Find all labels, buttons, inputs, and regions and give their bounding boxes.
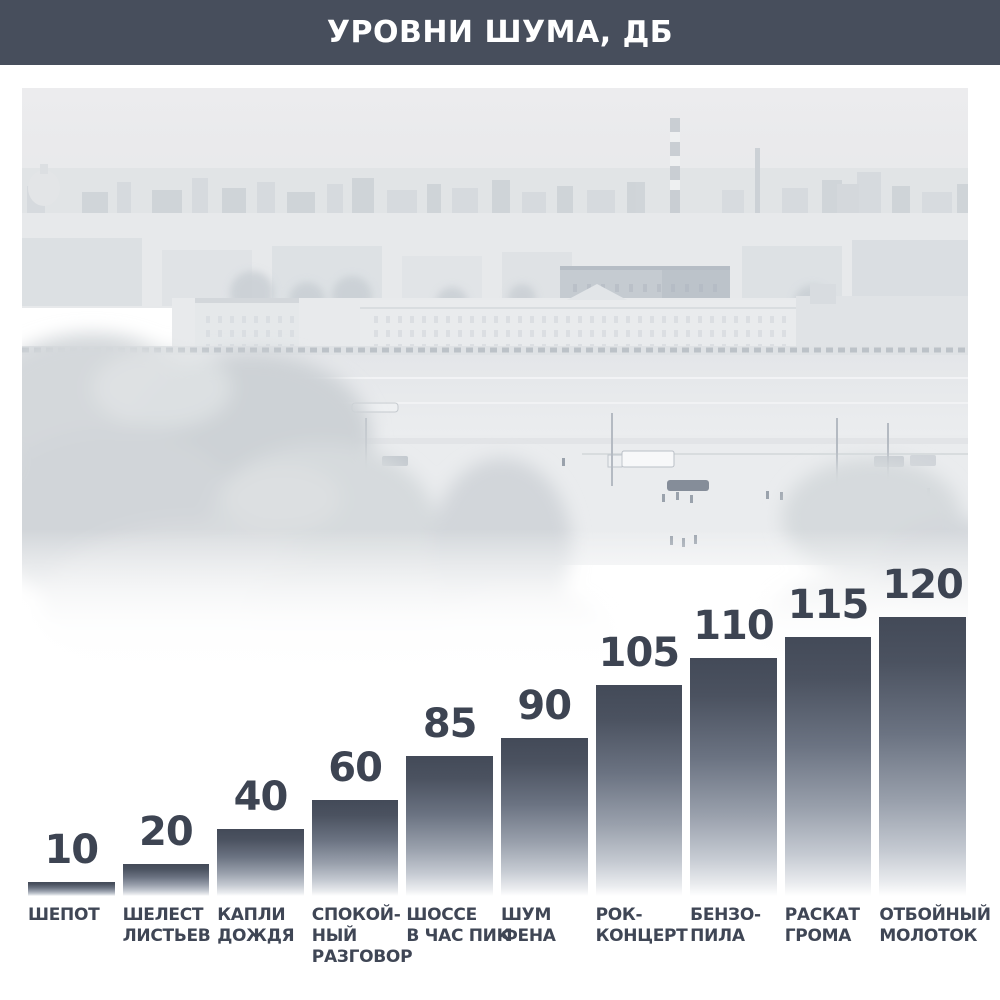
bar-value-label: 40 bbox=[233, 774, 289, 820]
bar-column: 105 РОК- КОНЦЕРТ bbox=[595, 560, 688, 968]
bar-area: 115 bbox=[784, 560, 872, 896]
bar-category-label-line: МОЛОТОК bbox=[879, 926, 978, 946]
bar-column: 20 ШЕЛЕСТ ЛИСТЬЕВ bbox=[122, 560, 211, 968]
bar-column: 40 КАПЛИ ДОЖДЯ bbox=[217, 560, 304, 968]
bar-value-label: 85 bbox=[422, 701, 478, 747]
bar-category-label: ШУМ ФЕНА bbox=[501, 896, 588, 947]
bar-column: 10 ШЕПОТ bbox=[28, 560, 115, 968]
bar-area: 40 bbox=[217, 560, 304, 896]
bar bbox=[879, 617, 966, 896]
bar-category-label-line: ШЕЛЕСТ bbox=[122, 905, 204, 925]
dome bbox=[28, 164, 60, 206]
bar-value-label: 115 bbox=[787, 582, 869, 628]
bar-category-label-line: РАСКАТ bbox=[784, 905, 860, 925]
bar-value-label: 20 bbox=[139, 809, 194, 855]
bar-category-label: РОК- КОНЦЕРТ bbox=[595, 896, 688, 947]
bar-column: 90 ШУМ ФЕНА bbox=[500, 560, 588, 968]
bar-category-label: ШЕЛЕСТ ЛИСТЬЕВ bbox=[122, 896, 211, 947]
bar bbox=[28, 882, 115, 896]
bar-area: 120 bbox=[879, 560, 966, 896]
bar-category-label-line: ПИЛА bbox=[690, 926, 745, 946]
bar-value-label: 120 bbox=[882, 562, 963, 608]
bar-category-label: БЕНЗО- ПИЛА bbox=[690, 896, 777, 947]
bar-column: 115 РАСКАТ ГРОМА bbox=[784, 560, 872, 968]
bar-value-label: 90 bbox=[517, 683, 572, 729]
tall-building bbox=[837, 184, 859, 218]
bar-category-label: РАСКАТ ГРОМА bbox=[785, 896, 872, 947]
bar-category-label-line: ЛИСТЬЕВ bbox=[122, 926, 211, 946]
bar-category-label: КАПЛИ ДОЖДЯ bbox=[217, 896, 304, 947]
title-bar: УРОВНИ ШУМА, ДБ bbox=[0, 0, 1000, 65]
bar-columns: 10 ШЕПОТ 20 ШЕЛЕСТ ЛИСТЬЕВ 40 КАПЛИ ДОЖДЯ 60 СПОК… bbox=[28, 560, 991, 968]
bar bbox=[122, 864, 210, 896]
bar-area: 110 bbox=[690, 560, 777, 896]
bar bbox=[406, 756, 493, 896]
bar-column: 85 ШОССЕ В ЧАС ПИК bbox=[406, 560, 511, 968]
bar bbox=[595, 685, 683, 896]
bar-category-label: ОТБОЙНЫЙ МОЛОТОК bbox=[879, 896, 991, 947]
bar-value-label: 110 bbox=[693, 603, 774, 649]
bar-area: 10 bbox=[28, 560, 115, 896]
bar-column: 120 ОТБОЙНЫЙ МОЛОТОК bbox=[879, 560, 991, 968]
bar bbox=[690, 658, 777, 896]
bar-category-label: СПОКОЙ- НЫЙ РАЗГОВОР bbox=[311, 896, 413, 968]
bar-category-label-line: НЫЙ bbox=[311, 926, 357, 946]
bar-category-label-line: КАПЛИ bbox=[217, 905, 286, 925]
bar-area: 85 bbox=[406, 560, 493, 896]
crane-tower bbox=[755, 148, 760, 218]
bar-category-label-line: ШЕПОТ bbox=[28, 905, 100, 925]
page-title: УРОВНИ ШУМА, ДБ bbox=[326, 15, 674, 50]
bar-area: 105 bbox=[595, 560, 683, 896]
bar-category-label-line: ШУМ bbox=[500, 905, 552, 925]
bar bbox=[217, 829, 304, 896]
bar-column: 110 БЕНЗО- ПИЛА bbox=[690, 560, 777, 968]
striped-chimney bbox=[670, 118, 680, 218]
bar bbox=[500, 738, 588, 896]
bar-value-label: 105 bbox=[598, 630, 680, 676]
bar-category-label-line: ГРОМА bbox=[784, 926, 852, 946]
bar-category-label-line: РОК- bbox=[595, 905, 643, 925]
bar-category-label-line: БЕНЗО- bbox=[690, 905, 761, 925]
bar-column: 60 СПОКОЙ- НЫЙ РАЗГОВОР bbox=[311, 560, 413, 968]
bar-value-label: 10 bbox=[44, 827, 99, 873]
bar bbox=[784, 637, 872, 896]
bar-category-label-line: ОТБОЙНЫЙ bbox=[879, 905, 991, 925]
bar-area: 20 bbox=[122, 560, 210, 896]
waterfront-buildings bbox=[172, 284, 968, 352]
bar-area: 90 bbox=[500, 560, 588, 896]
bar-category-label-line: КОНЦЕРТ bbox=[595, 926, 688, 946]
bar-category-label: ШОССЕ В ЧАС ПИК bbox=[406, 896, 511, 947]
bar-category-label-line: ДОЖДЯ bbox=[217, 926, 295, 946]
city-skyline bbox=[22, 118, 968, 218]
bar-category-label-line: В ЧАС ПИК bbox=[406, 926, 511, 946]
bar-category-label: ШЕПОТ bbox=[28, 896, 115, 926]
bar-category-label-line: РАЗГОВОР bbox=[311, 947, 413, 967]
bar-category-label-line: ШОССЕ bbox=[406, 905, 477, 925]
bar-area: 60 bbox=[311, 560, 399, 896]
bar-value-label: 60 bbox=[328, 745, 383, 791]
bar-category-label-line: СПОКОЙ- bbox=[311, 905, 401, 925]
bar bbox=[311, 800, 399, 896]
noise-bar-chart: 10 ШЕПОТ 20 ШЕЛЕСТ ЛИСТЬЕВ 40 КАПЛИ ДОЖДЯ 60 СПОК… bbox=[28, 560, 991, 968]
bar-category-label-line: ФЕНА bbox=[500, 926, 556, 946]
